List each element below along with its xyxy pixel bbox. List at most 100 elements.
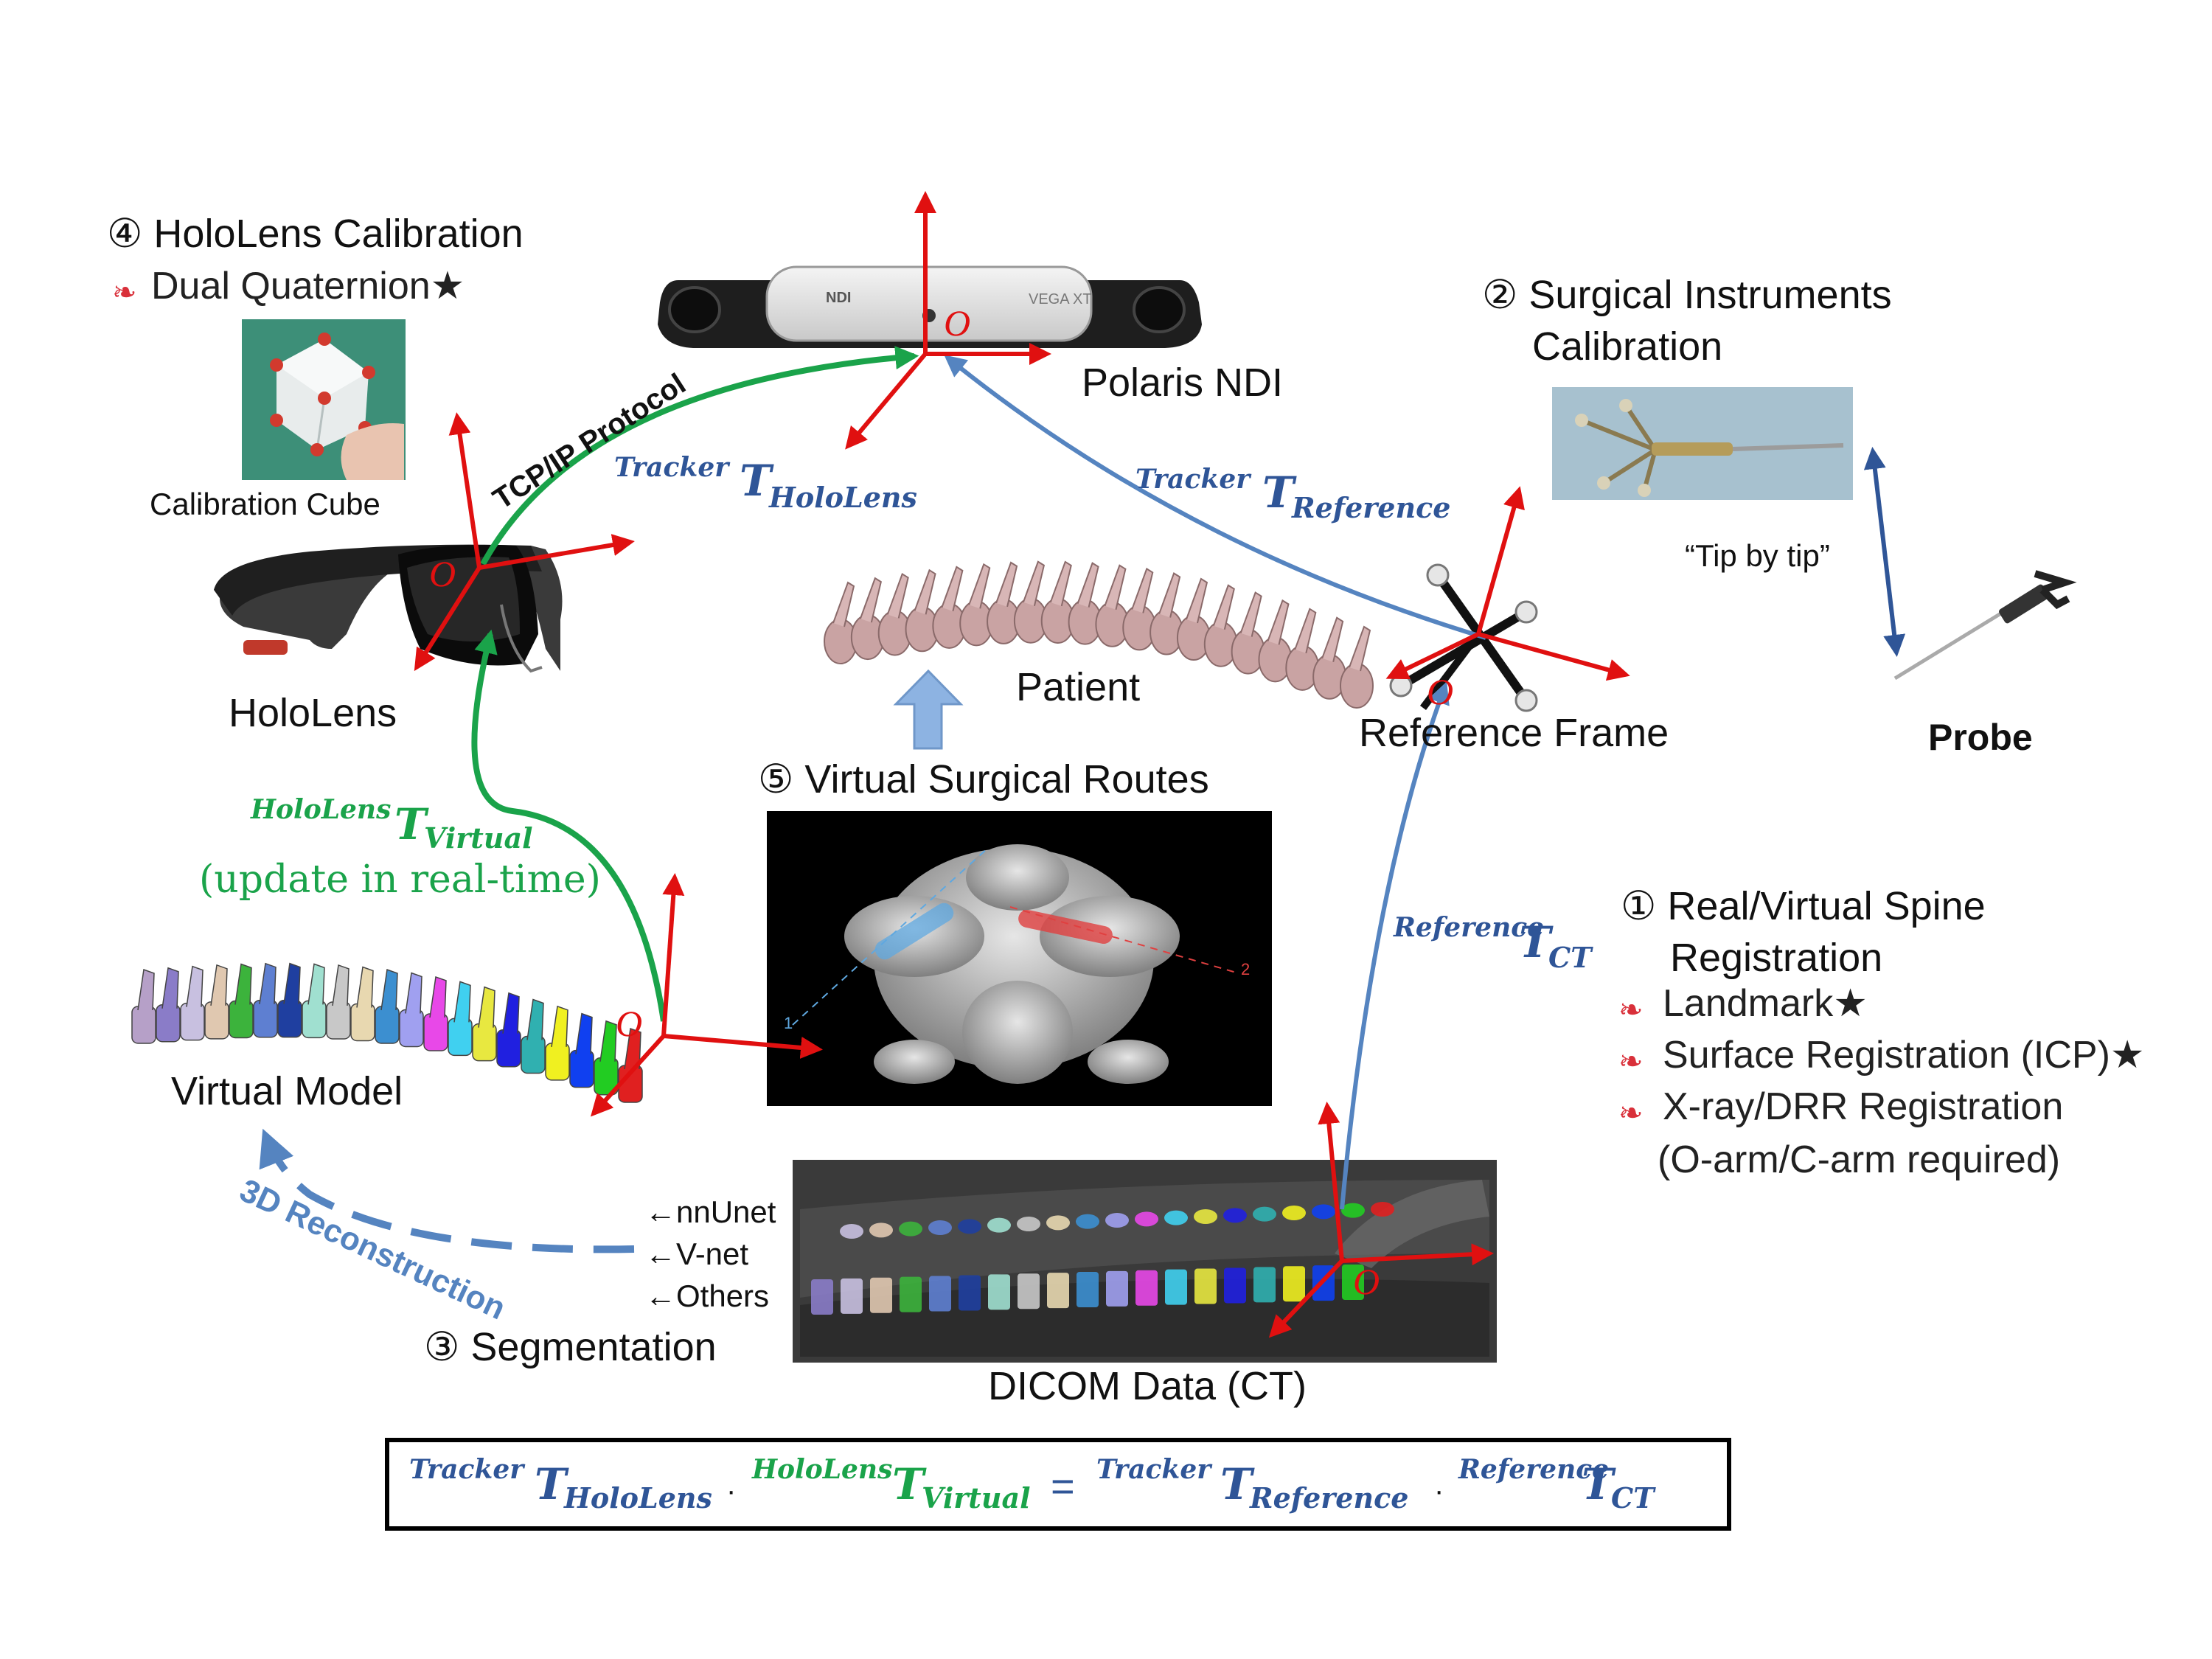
ct-vertebra-process bbox=[869, 1222, 893, 1238]
vertebra-shape bbox=[472, 1023, 497, 1062]
routes-title: ⑤ Virtual Surgical Routes bbox=[758, 757, 1209, 801]
tracker-reference-arrow bbox=[944, 355, 1486, 640]
vertebra-spine-shape bbox=[1158, 572, 1181, 618]
transform-equation: Tracker T HoloLens · HoloLens T Virtual … bbox=[385, 1438, 1731, 1531]
vertebra-spine-shape bbox=[161, 967, 179, 1009]
ct-vertebra-body bbox=[900, 1276, 922, 1312]
vertebra-spine-shape bbox=[380, 968, 398, 1011]
svg-text:❧: ❧ bbox=[1618, 1097, 1644, 1130]
ct-vertebra-process bbox=[928, 1220, 952, 1235]
ct-vertebra-body bbox=[870, 1277, 892, 1313]
hololens-virtual-arrow bbox=[471, 629, 667, 1022]
vertebra-spine-shape bbox=[1022, 560, 1046, 606]
vertebra-spine-shape bbox=[1349, 625, 1371, 672]
ct-vertebra-body bbox=[959, 1275, 981, 1311]
svg-text:T: T bbox=[1582, 1459, 1616, 1509]
svg-text:HoloLens: HoloLens bbox=[768, 481, 917, 514]
tip-by-tip-label: “Tip by tip” bbox=[1685, 538, 1830, 573]
vertebra-spine-shape bbox=[259, 962, 276, 1004]
vertebra-shape bbox=[423, 1013, 448, 1051]
ct-vertebra-body bbox=[988, 1274, 1010, 1310]
tip-by-tip-arrow bbox=[1863, 447, 1906, 657]
transform-hololens-virtual: HoloLens T Virtual bbox=[250, 794, 533, 855]
ndi-brand-text: NDI bbox=[826, 290, 851, 306]
reference-frame-icon bbox=[1389, 563, 1538, 712]
equation-equals: = bbox=[1051, 1463, 1075, 1509]
patient-label: Patient bbox=[1016, 665, 1140, 709]
vertebra-spine-shape bbox=[968, 563, 991, 609]
vertebra-spine-shape bbox=[859, 577, 882, 623]
vertebra-spine-shape bbox=[1212, 584, 1235, 630]
landmark-bullet: Landmark★ bbox=[1663, 982, 1868, 1025]
surgical-instrument-photo bbox=[1552, 387, 1853, 500]
reconstruction-arrow bbox=[259, 1128, 635, 1253]
ct-vertebra-body bbox=[1135, 1270, 1158, 1306]
vertebra-spine-shape bbox=[283, 962, 301, 1004]
svg-text:Reference: Reference bbox=[1393, 912, 1544, 943]
svg-text:T: T bbox=[1519, 917, 1554, 967]
vertebra-spine-shape bbox=[332, 964, 349, 1006]
equation-dot-2: · bbox=[1434, 1475, 1444, 1507]
instruments-calibration-title: ② Surgical Instruments bbox=[1482, 273, 1892, 317]
instruments-calibration-title-2: Calibration bbox=[1532, 324, 1722, 369]
svg-text:HoloLens: HoloLens bbox=[563, 1481, 712, 1514]
vertebra-shape bbox=[156, 1004, 181, 1043]
vertebra-shape bbox=[448, 1018, 473, 1057]
ndi-coordinate-frame bbox=[845, 191, 1051, 450]
hololens-headset-icon bbox=[214, 544, 563, 673]
oarm-carm-note: (O-arm/C-arm required) bbox=[1658, 1138, 2060, 1181]
vertebra-spine-shape bbox=[405, 972, 422, 1014]
segmentation-title: ③ Segmentation bbox=[424, 1325, 717, 1369]
svg-text:T: T bbox=[535, 1459, 569, 1509]
method-others: ←Others bbox=[645, 1279, 769, 1313]
origin-label-hololens: O bbox=[429, 553, 456, 594]
reconstruction-label: 3D Reconstruction bbox=[234, 1172, 511, 1327]
svg-text:HoloLens: HoloLens bbox=[250, 794, 391, 825]
reference-ct-arrow bbox=[1340, 681, 1450, 1210]
svg-text:Tracker: Tracker bbox=[409, 1454, 526, 1485]
ct-vertebra-body bbox=[1018, 1273, 1040, 1310]
svg-text:Virtual: Virtual bbox=[922, 1481, 1031, 1514]
vertebra-shape bbox=[302, 1000, 327, 1039]
vertebra-shape bbox=[326, 1001, 351, 1040]
calibration-cube-caption: Calibration Cube bbox=[150, 487, 380, 521]
origin-label-ct: O bbox=[1353, 1261, 1380, 1302]
vertebra-spine-shape bbox=[356, 966, 374, 1008]
transform-tracker-reference: Tracker T Reference bbox=[1135, 464, 1450, 524]
vertebra-spine-shape bbox=[502, 992, 520, 1034]
vertebra-spine-shape bbox=[1077, 562, 1099, 608]
vertebra-shape bbox=[253, 999, 278, 1038]
origin-label-reference: O bbox=[1427, 671, 1453, 712]
bullet-icon: ❧ bbox=[112, 276, 137, 309]
vertebra-spine-shape bbox=[624, 1027, 641, 1070]
ct-coordinate-frame bbox=[1268, 1102, 1494, 1338]
vertebra-spine-shape bbox=[914, 568, 936, 615]
ct-vertebra-body bbox=[1253, 1267, 1276, 1303]
ndi-model-text: VEGA XT bbox=[1029, 291, 1092, 307]
ct-vertebra-process bbox=[1046, 1215, 1070, 1231]
vertebra-spine-shape bbox=[995, 561, 1018, 608]
vertebra-shape bbox=[1340, 663, 1374, 709]
vertebra-spine-shape bbox=[429, 975, 447, 1018]
registration-bullet-icons: ❧ ❧ ❧ bbox=[1618, 994, 1644, 1130]
probe-icon bbox=[1893, 570, 2077, 681]
route-label-2: 2 bbox=[1241, 960, 1250, 978]
registration-title: ① Real/Virtual Spine bbox=[1621, 884, 1986, 928]
ct-vertebra-body bbox=[1342, 1265, 1364, 1300]
probe-label: Probe bbox=[1928, 717, 2033, 758]
patient-up-arrow bbox=[893, 669, 964, 750]
virtual-model-coordinate-frame bbox=[590, 873, 823, 1117]
tcp-ip-arrow bbox=[480, 346, 919, 566]
svg-text:T: T bbox=[892, 1459, 927, 1509]
svg-text:T: T bbox=[394, 799, 429, 849]
origin-label-ndi: O bbox=[944, 302, 970, 344]
vertebra-shape bbox=[131, 1006, 156, 1044]
dicom-ct-segmentation-panel bbox=[793, 1160, 1497, 1363]
svg-text:Tracker: Tracker bbox=[614, 452, 731, 483]
vertebra-spine-shape bbox=[137, 968, 155, 1011]
svg-text:CT: CT bbox=[1611, 1481, 1656, 1514]
vertebra-shape bbox=[545, 1043, 570, 1081]
dual-quaternion-bullet: Dual Quaternion★ bbox=[151, 265, 465, 307]
vertebra-spine-shape bbox=[307, 963, 325, 1005]
